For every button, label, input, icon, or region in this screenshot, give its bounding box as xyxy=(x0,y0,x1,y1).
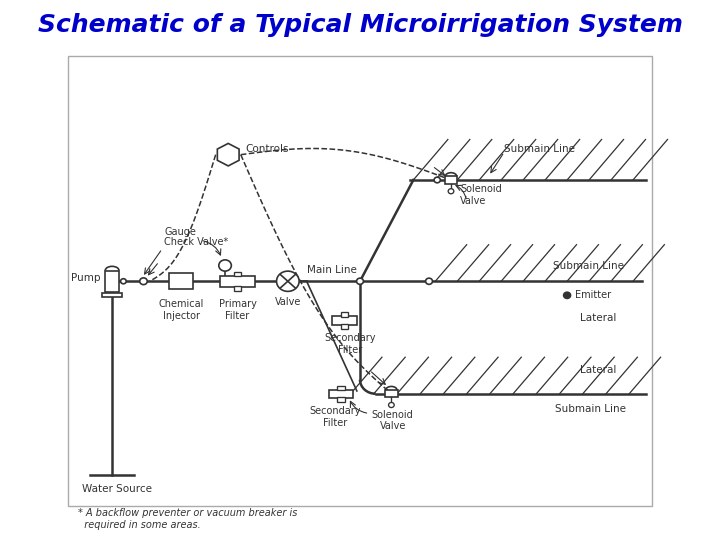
Text: Secondary
Filter: Secondary Filter xyxy=(325,333,377,355)
Text: Secondary
Filter: Secondary Filter xyxy=(309,406,361,428)
FancyBboxPatch shape xyxy=(68,56,652,507)
Bar xyxy=(341,325,348,329)
Circle shape xyxy=(140,278,148,285)
Text: Schematic of a Typical Microirrigation System: Schematic of a Typical Microirrigation S… xyxy=(37,14,683,37)
Circle shape xyxy=(276,271,299,292)
Bar xyxy=(341,313,348,317)
Circle shape xyxy=(219,260,231,271)
Text: Submain Line: Submain Line xyxy=(552,261,624,271)
Text: Gauge: Gauge xyxy=(165,227,197,238)
FancyBboxPatch shape xyxy=(329,390,353,397)
Text: Check Valve*: Check Valve* xyxy=(164,238,228,247)
Text: Pump: Pump xyxy=(71,273,101,283)
Text: Controls: Controls xyxy=(246,144,289,154)
Bar xyxy=(234,286,241,291)
FancyBboxPatch shape xyxy=(385,390,397,397)
Text: Lateral: Lateral xyxy=(580,365,616,375)
Bar xyxy=(234,272,241,276)
Circle shape xyxy=(434,177,441,183)
Circle shape xyxy=(389,402,395,408)
Text: Water Source: Water Source xyxy=(82,484,152,494)
Text: Solenoid
Valve: Solenoid Valve xyxy=(372,409,413,431)
FancyBboxPatch shape xyxy=(332,316,357,325)
Text: Lateral: Lateral xyxy=(580,313,616,323)
FancyBboxPatch shape xyxy=(220,275,255,287)
Text: Submain Line: Submain Line xyxy=(554,404,626,414)
Text: Chemical
Injector: Chemical Injector xyxy=(158,299,204,321)
Text: Emitter: Emitter xyxy=(575,291,611,300)
Text: Submain Line: Submain Line xyxy=(504,144,575,154)
Circle shape xyxy=(356,278,364,285)
Polygon shape xyxy=(217,144,239,166)
Circle shape xyxy=(448,188,454,194)
Bar xyxy=(338,397,345,402)
Circle shape xyxy=(564,292,570,299)
FancyBboxPatch shape xyxy=(105,271,119,292)
Text: Primary
Filter: Primary Filter xyxy=(219,299,256,321)
Text: Solenoid
Valve: Solenoid Valve xyxy=(460,185,502,206)
Bar xyxy=(338,386,345,390)
Text: Main Line: Main Line xyxy=(307,265,356,274)
FancyBboxPatch shape xyxy=(102,293,122,297)
Circle shape xyxy=(120,279,126,284)
Circle shape xyxy=(426,278,433,285)
Text: Valve: Valve xyxy=(274,297,301,307)
Text: * A backflow preventer or vacuum breaker is
  required in some areas.: * A backflow preventer or vacuum breaker… xyxy=(78,508,297,530)
FancyBboxPatch shape xyxy=(169,273,193,289)
FancyBboxPatch shape xyxy=(445,177,457,184)
